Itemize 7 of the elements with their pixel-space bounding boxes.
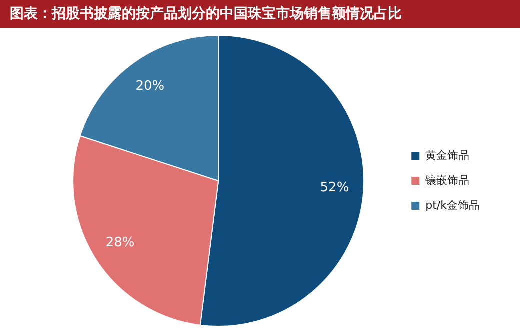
data-label: 28% (106, 236, 135, 251)
legend-label: 镶嵌饰品 (424, 174, 470, 187)
data-label: 20% (136, 79, 165, 94)
chart-title: 图表：招股书披露的按产品划分的中国珠宝市场销售额情况占比 (0, 0, 520, 28)
legend-label: pt/k金饰品 (426, 198, 480, 212)
legend-label: 黄金饰品 (426, 148, 470, 162)
data-label: 52% (320, 180, 350, 196)
